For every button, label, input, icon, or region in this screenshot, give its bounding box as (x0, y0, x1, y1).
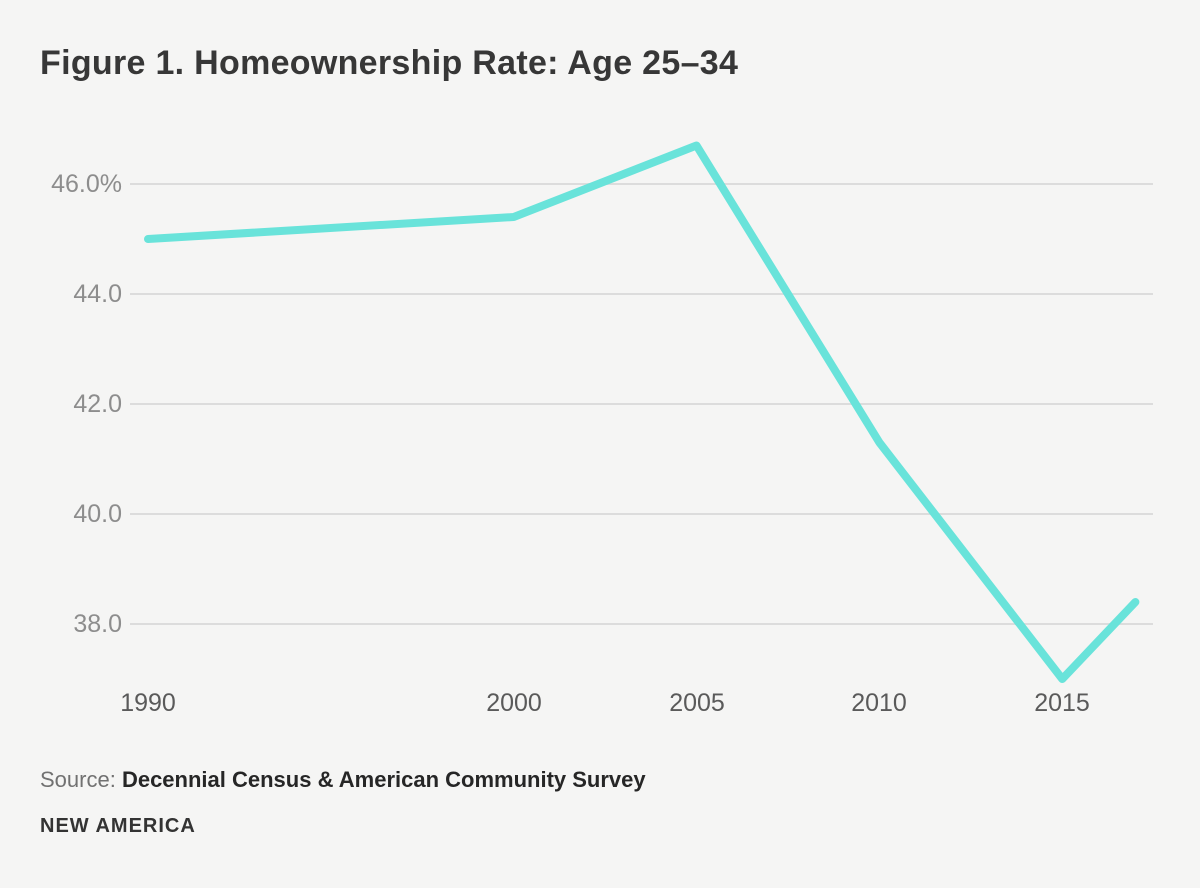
gridlines (130, 183, 1153, 625)
x-axis-tick-label: 1990 (120, 689, 176, 717)
source-text: Decennial Census & American Community Su… (121, 767, 646, 792)
source-note: Source: Decennial Census & American Comm… (40, 766, 646, 794)
x-axis-tick-label: 2005 (669, 689, 725, 717)
x-axis-tick-label: 2015 (1034, 689, 1090, 717)
y-axis-tick-label: 46.0% (51, 170, 122, 198)
y-axis-tick-label: 38.0 (73, 610, 122, 638)
x-axis-tick-label: 2010 (851, 689, 907, 717)
source-label: Source: (40, 767, 116, 792)
brand-logo: NEW AMERICA (40, 815, 196, 837)
y-axis-tick-label: 40.0 (73, 500, 122, 528)
x-axis-tick-label: 2000 (486, 689, 542, 717)
homeownership-line (144, 141, 1140, 683)
chart-title: Figure 1. Homeownership Rate: Age 25–34 (40, 44, 739, 82)
y-axis-tick-label: 44.0 (73, 280, 122, 308)
y-axis-tick-label: 42.0 (73, 390, 122, 418)
